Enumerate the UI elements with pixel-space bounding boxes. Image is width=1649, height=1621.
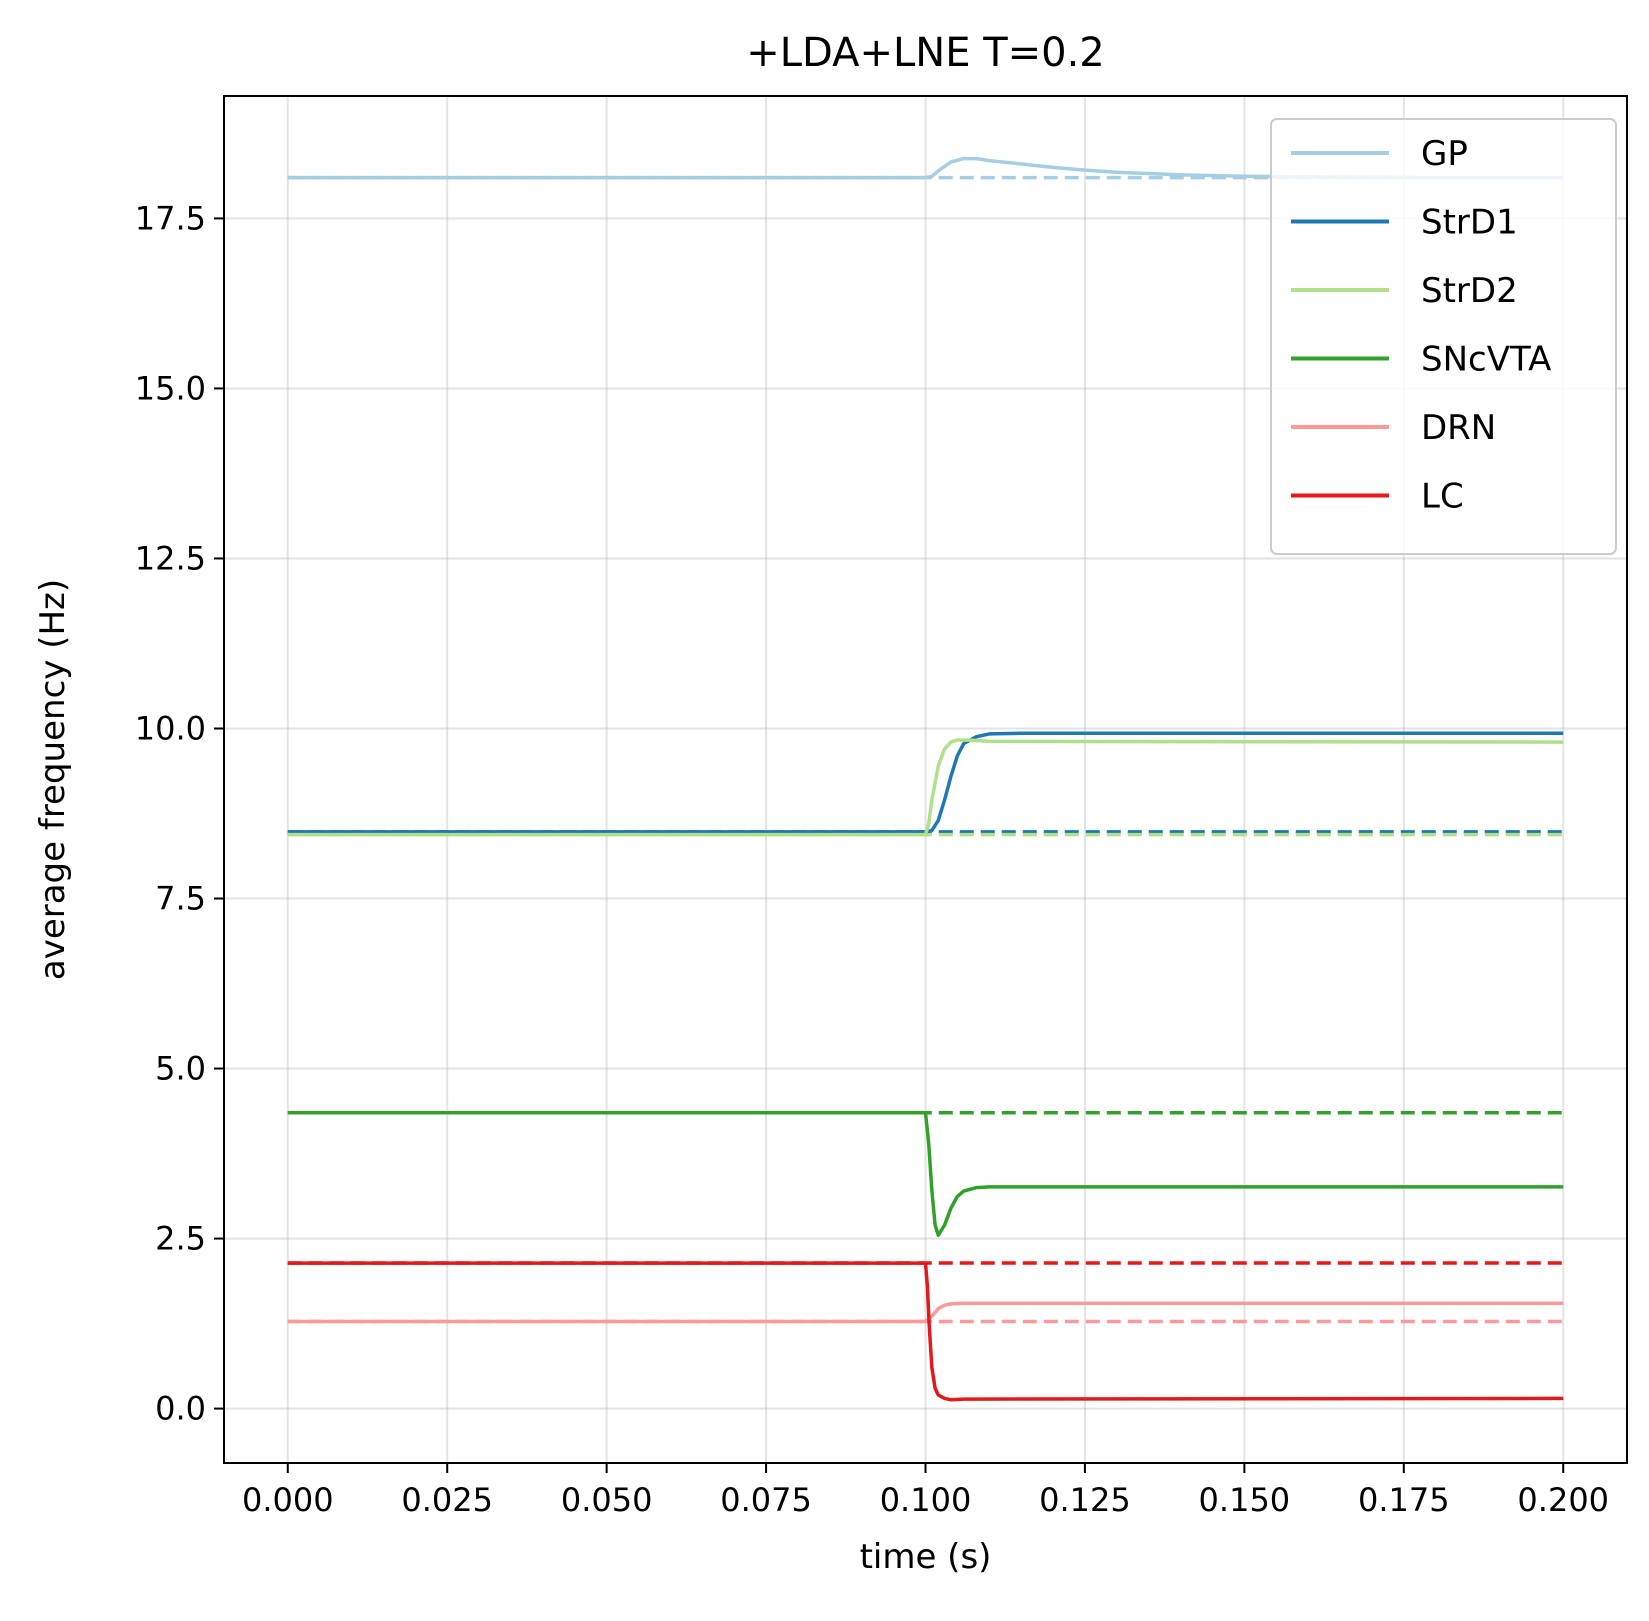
legend-box: [1270, 118, 1617, 555]
y-axis-label: average frequency (Hz): [33, 579, 73, 980]
chart-title: +LDA+LNE T=0.2: [746, 30, 1105, 76]
x-tick-label: 0.200: [1517, 1481, 1609, 1519]
y-tick-label: 7.5: [155, 880, 206, 918]
y-tick-label: 17.5: [135, 199, 206, 237]
x-tick-label: 0.075: [720, 1481, 812, 1519]
legend-label: LC: [1421, 477, 1464, 517]
x-tick-label: 0.150: [1199, 1481, 1291, 1519]
series-line-strd2: [287, 738, 1564, 837]
series-lines: [287, 156, 1564, 1402]
y-tick-label: 12.5: [135, 539, 206, 577]
y-tick-label: 0.0: [155, 1390, 206, 1428]
x-tick-label: 0.125: [1039, 1481, 1131, 1519]
legend: GP StrD1 StrD2 SNcVTA DRN LC: [1270, 118, 1617, 555]
y-tick-label: 15.0: [135, 369, 206, 407]
x-tick-label: 0.000: [242, 1481, 334, 1519]
legend-label: SNcVTA: [1421, 340, 1551, 380]
x-axis-ticks: 0.000 0.025 0.050 0.075 0.100 0.125 0.150 0.175…: [242, 1463, 1609, 1519]
x-tick-label: 0.025: [401, 1481, 493, 1519]
x-tick-label: 0.175: [1358, 1481, 1450, 1519]
series-line-lc: [287, 1261, 1564, 1402]
x-tick-label: 0.100: [880, 1481, 972, 1519]
series-line-drn: [287, 1301, 1564, 1324]
y-tick-label: 5.0: [155, 1050, 206, 1088]
legend-label: DRN: [1421, 408, 1496, 448]
y-axis-ticks: 0.0 2.5 5.0 7.5 10.0 12.5 15.0 17.5: [135, 199, 224, 1428]
legend-label: StrD1: [1421, 203, 1518, 243]
series-line-strd1: [287, 731, 1564, 834]
legend-label: GP: [1421, 134, 1468, 174]
x-axis-label: time (s): [860, 1537, 992, 1577]
series-line-gp: [287, 156, 1564, 180]
y-tick-label: 10.0: [135, 709, 206, 747]
x-tick-label: 0.050: [561, 1481, 653, 1519]
series-line-sncvta: [287, 1110, 1564, 1237]
legend-label: StrD2: [1421, 271, 1518, 311]
y-tick-label: 2.5: [155, 1220, 206, 1258]
